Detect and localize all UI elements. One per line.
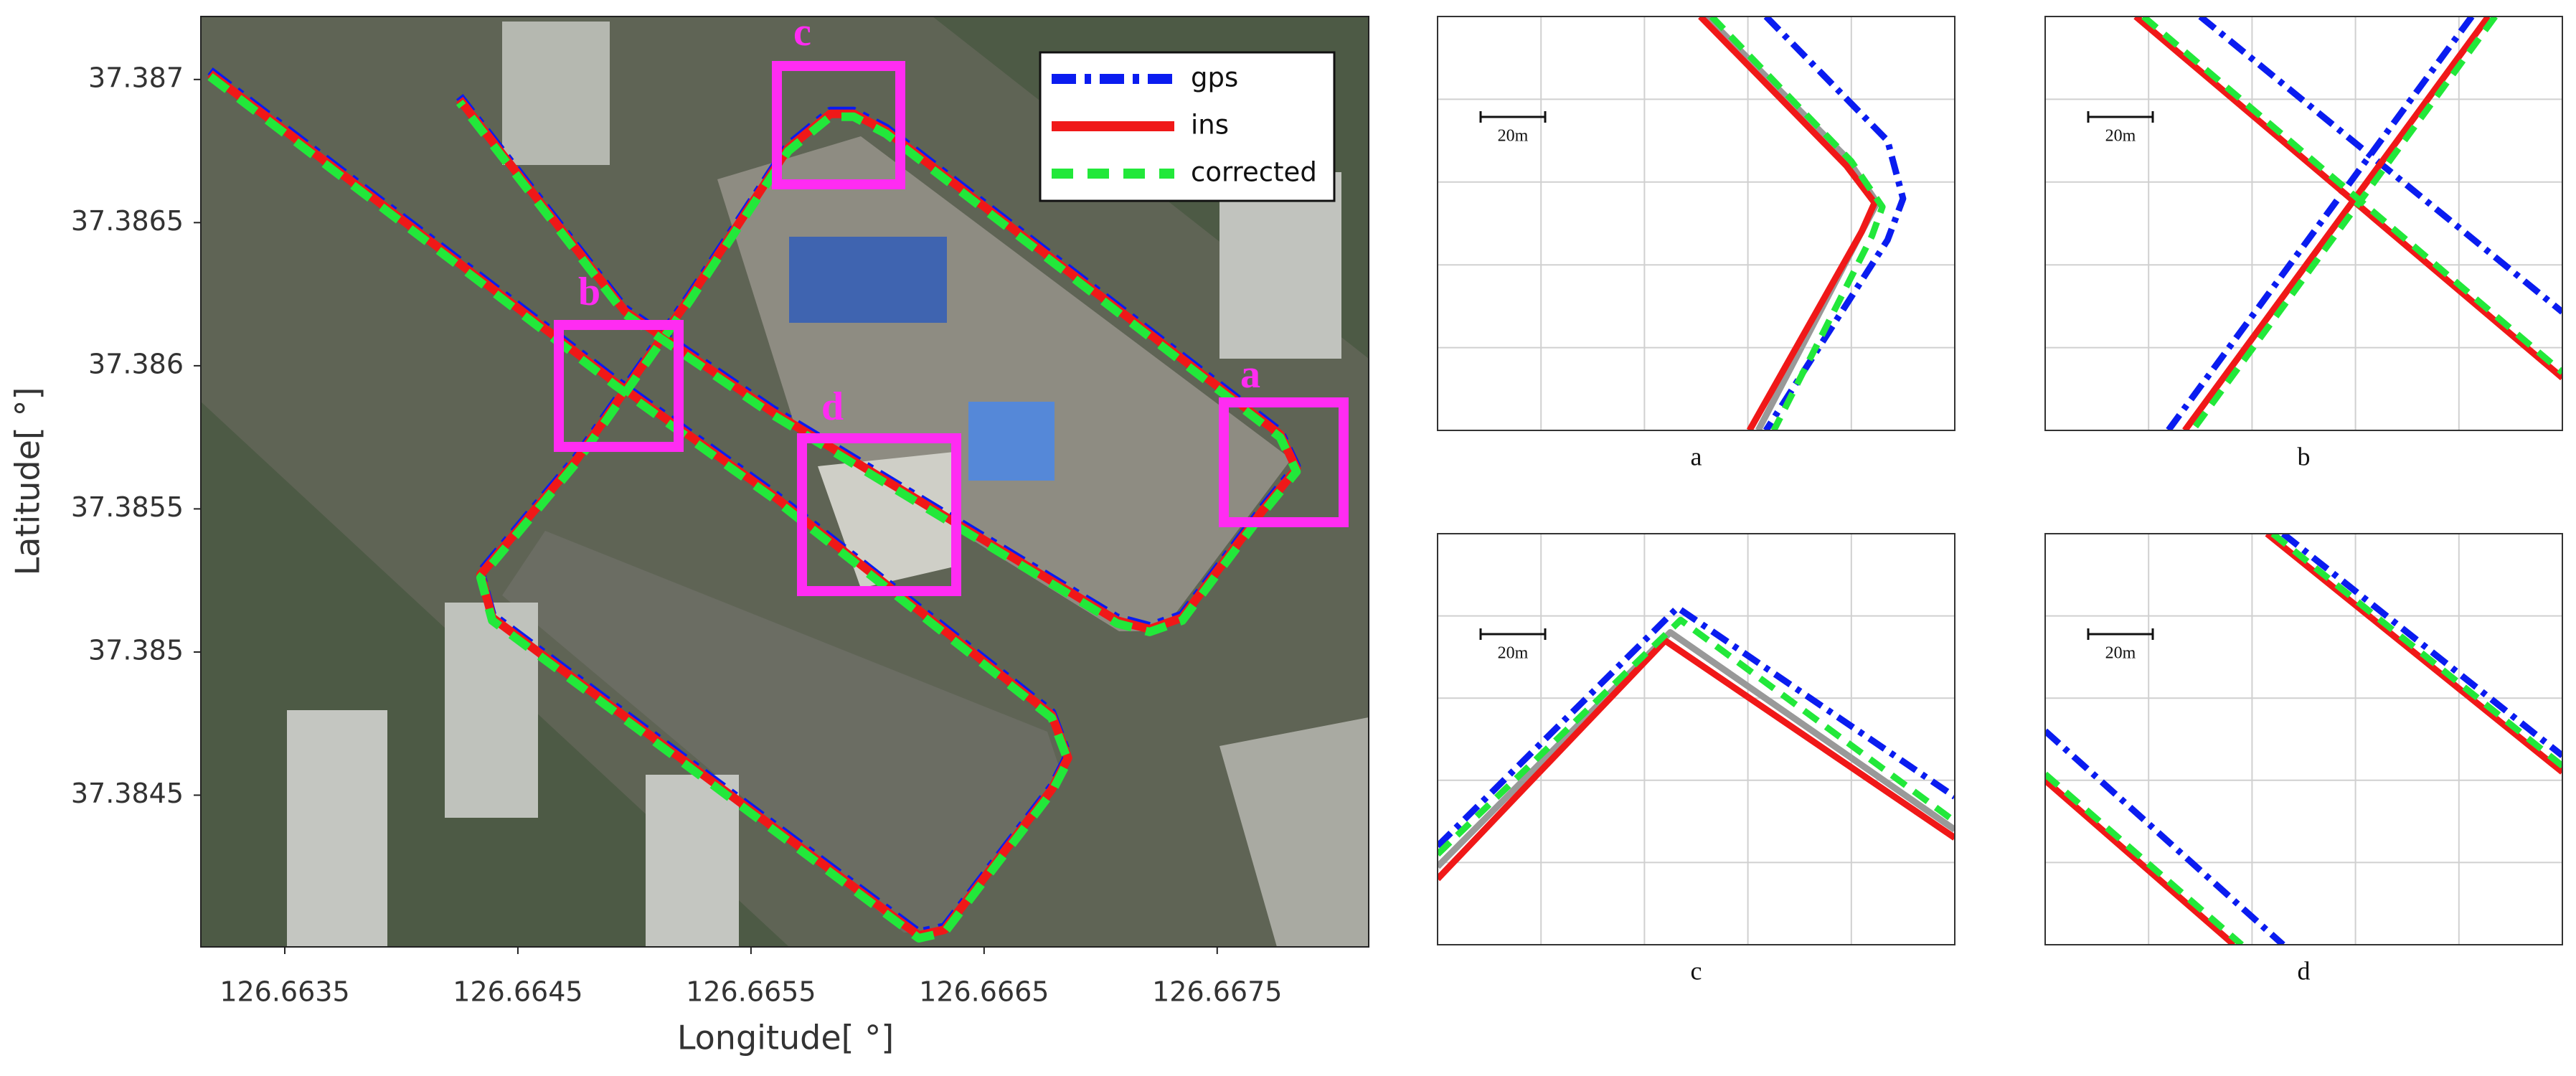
panel-data: [1698, 16, 1907, 430]
y-axis-label: Latitude[ °]: [9, 387, 47, 576]
y-tick-label: 37.386: [88, 348, 184, 379]
y-tick-label: 37.387: [88, 62, 184, 93]
series-line: [207, 73, 1301, 943]
series-line: [1709, 16, 1886, 430]
series-line: [1438, 629, 1955, 869]
panel-caption: c: [1691, 956, 1702, 985]
series-line: [1763, 16, 1907, 430]
series-line: [2141, 16, 2562, 430]
region-label: b: [578, 270, 600, 314]
x-tick-label: 126.6645: [453, 976, 582, 1008]
series-line: [1698, 16, 1878, 430]
panel-frame: [1437, 533, 1955, 945]
x-axis-label: Longitude[ °]: [677, 1019, 894, 1057]
series-line: [1438, 616, 1955, 857]
y-tick-label: 37.3865: [71, 205, 184, 237]
panel-data: [2133, 16, 2562, 430]
region-label: a: [1240, 352, 1260, 397]
scale-label: 20m: [2105, 127, 2136, 146]
x-tick-label: 126.6665: [919, 976, 1049, 1008]
scale-label: 20m: [1498, 644, 1529, 663]
panel-data: [2045, 534, 2562, 945]
legend-label: corrected: [1191, 157, 1317, 188]
series-line: [2045, 534, 2562, 945]
scale-label: 20m: [1498, 127, 1529, 146]
legend-label: gps: [1191, 62, 1238, 93]
panel-caption: a: [1691, 442, 1702, 471]
legend-label: ins: [1191, 110, 1229, 141]
region-box: [554, 320, 684, 452]
region-label: c: [793, 10, 811, 55]
series-line: [1438, 604, 1955, 849]
y-tick-label: 37.3845: [71, 778, 184, 809]
y-tick-label: 37.3855: [71, 491, 184, 523]
region-box: [797, 433, 961, 596]
panel-caption: d: [2298, 956, 2311, 985]
plot-frame: [200, 16, 1369, 948]
x-tick-label: 126.6635: [220, 976, 349, 1008]
panel-caption: b: [2298, 442, 2311, 471]
scale-label: 20m: [2105, 644, 2136, 663]
panel-frame: [2044, 533, 2563, 945]
region-box: [772, 61, 905, 189]
series-line: [2045, 534, 2562, 945]
panel-frame: [1437, 16, 1955, 431]
region-box: [1219, 397, 1349, 527]
series-line: [2045, 534, 2562, 945]
x-tick-label: 126.6675: [1152, 976, 1282, 1008]
panel-frame: [2044, 16, 2563, 431]
x-tick-label: 126.6655: [686, 976, 816, 1008]
plot-data: [207, 67, 1301, 943]
panel-data: [1438, 604, 1955, 882]
series-line: [1438, 637, 1955, 882]
series-line: [2133, 16, 2562, 430]
y-tick-label: 37.385: [88, 634, 184, 666]
region-label: d: [821, 384, 844, 429]
